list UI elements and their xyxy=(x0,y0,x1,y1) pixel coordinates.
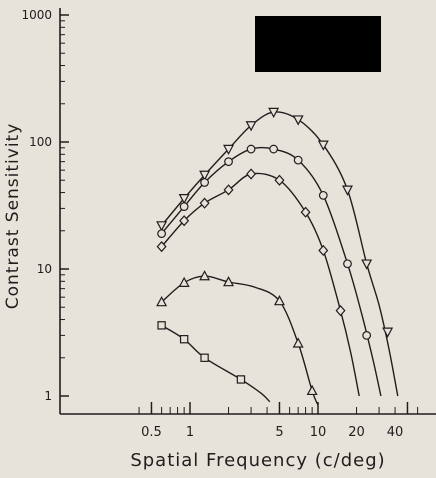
series-line-triangle-up xyxy=(161,275,319,406)
y-axis-label: Contrast Sensitivity xyxy=(3,123,23,310)
x-tick-label: 10 xyxy=(310,425,327,440)
data-point-diamond xyxy=(335,305,346,317)
axes xyxy=(59,8,436,415)
data-point-diamond xyxy=(274,174,285,186)
data-point-triangle-down xyxy=(199,170,211,181)
data-point-triangle-down xyxy=(156,221,168,232)
data-point-circle xyxy=(343,259,352,269)
x-tick-label: 5 xyxy=(275,425,283,440)
data-point-circle xyxy=(293,155,303,165)
data-point-diamond xyxy=(300,206,311,218)
data-point-circle xyxy=(157,229,167,238)
data-point-square xyxy=(200,353,209,362)
tick-labels: 1 10 100 1000 0.5 1 5 10 20 40 xyxy=(21,8,403,440)
x-tick-label: 0.5 xyxy=(141,425,162,440)
data-point-triangle-down xyxy=(361,259,373,270)
x-axis-label: Spatial Frequency (c/deg) xyxy=(130,450,385,471)
x-tick-label: 40 xyxy=(387,425,404,440)
data-point-diamond xyxy=(156,241,167,253)
data-point-square xyxy=(179,335,189,344)
data-point-triangle-up xyxy=(156,296,168,307)
data-point-triangle-up xyxy=(306,384,318,396)
data-point-circle xyxy=(318,190,328,200)
data-point-circle xyxy=(269,144,279,154)
data-point-triangle-down xyxy=(292,115,304,126)
y-tick-label: 100 xyxy=(29,135,52,149)
data-point-triangle-up xyxy=(273,295,285,306)
data-point-triangle-down xyxy=(382,327,394,338)
data-point-triangle-up xyxy=(292,337,304,348)
y-tick-label: 1000 xyxy=(21,8,52,22)
data-point-diamond xyxy=(223,184,234,196)
x-tick-label: 20 xyxy=(348,425,365,440)
data-point-triangle-up xyxy=(199,270,211,281)
data-point-diamond xyxy=(179,215,190,227)
data-point-circle xyxy=(179,202,189,211)
data-point-diamond xyxy=(318,244,329,257)
data-point-triangle-down xyxy=(245,121,257,132)
data-point-triangle-up xyxy=(178,276,190,288)
data-point-triangle-down xyxy=(268,107,280,119)
data-point-circle xyxy=(246,144,256,154)
x-tick-label: 1 xyxy=(186,425,194,440)
data-point-square xyxy=(236,375,246,384)
data-point-triangle-down xyxy=(341,185,353,196)
data-point-diamond xyxy=(246,168,257,180)
y-tick-label: 1 xyxy=(44,389,52,403)
series-points xyxy=(156,107,394,396)
data-point-square xyxy=(157,321,166,330)
data-point-circle xyxy=(362,331,372,340)
redaction-box xyxy=(255,16,381,72)
data-point-triangle-up xyxy=(223,276,235,287)
data-point-diamond xyxy=(199,197,210,209)
data-point-circle xyxy=(224,157,233,167)
data-point-triangle-down xyxy=(178,194,190,205)
data-point-triangle-down xyxy=(223,144,235,156)
data-point-circle xyxy=(200,178,209,187)
data-point-triangle-down xyxy=(317,140,329,151)
y-tick-label: 10 xyxy=(37,262,52,276)
